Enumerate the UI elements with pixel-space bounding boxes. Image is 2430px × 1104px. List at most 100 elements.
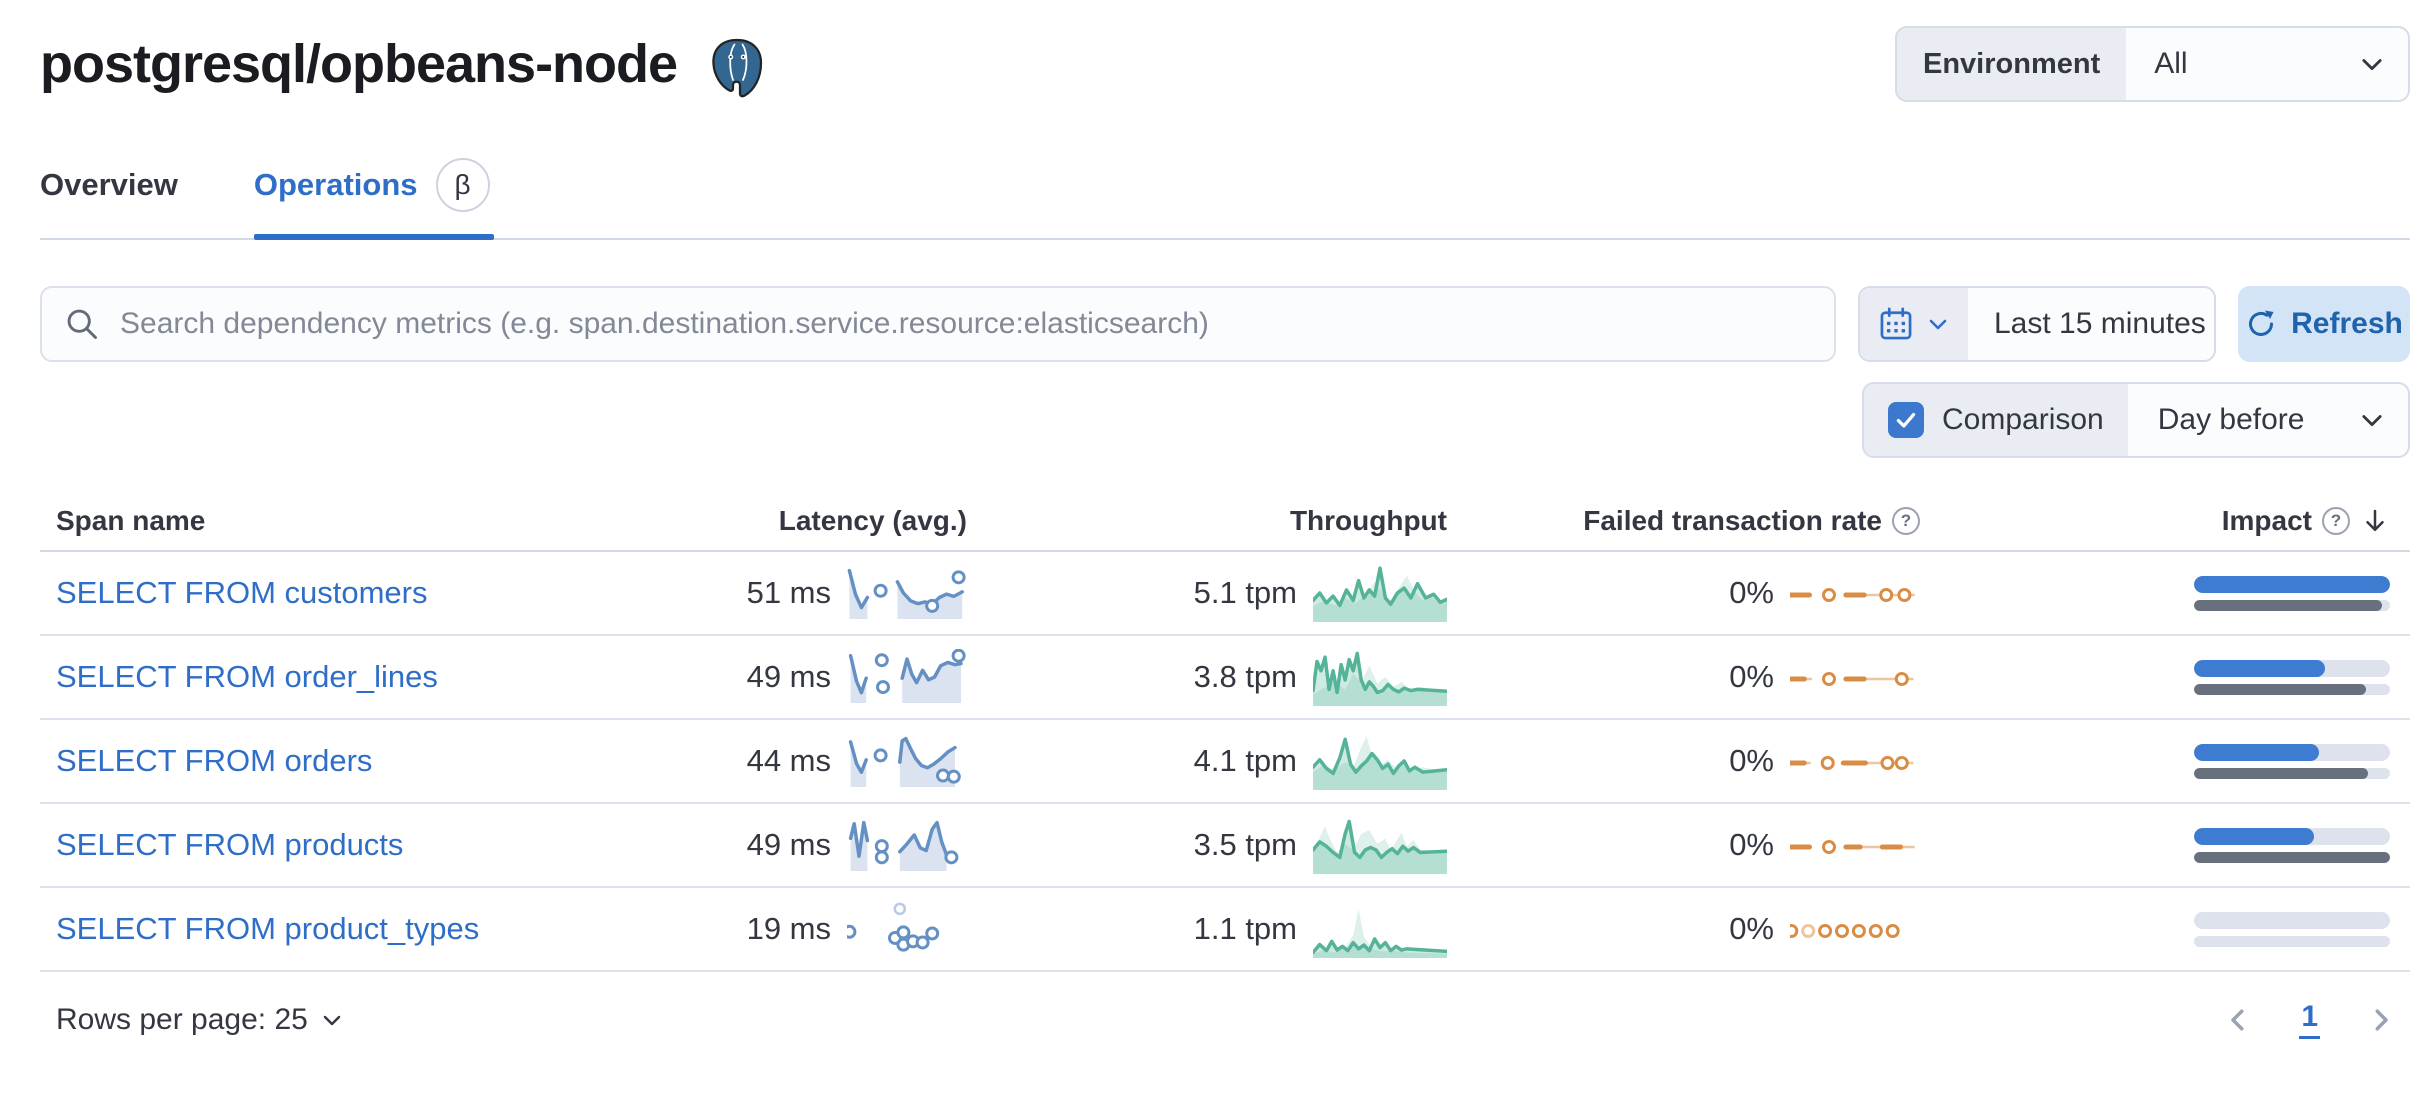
throughput-value: 5.1 tpm — [1193, 575, 1297, 610]
next-page-button[interactable] — [2366, 1005, 2396, 1035]
failed-rate-cell: 0% — [1455, 901, 1940, 957]
throughput-cell: 4.1 tpm — [975, 730, 1455, 792]
tab-overview-label: Overview — [40, 167, 178, 202]
rows-per-page-label: Rows per page: 25 — [56, 1002, 308, 1036]
col-impact[interactable]: Impact — [1940, 505, 2410, 537]
latency-sparkline — [847, 565, 967, 621]
latency-cell: 49 ms — [560, 648, 975, 705]
chevron-down-icon — [1929, 319, 1947, 330]
span-name-cell: SELECT FROM products — [40, 827, 560, 863]
beta-badge: β — [435, 158, 490, 212]
col-impact-label: Impact — [2221, 505, 2312, 536]
postgresql-logo-icon — [712, 38, 763, 98]
table-row: SELECT FROM products 49 ms 3.5 tpm 0% — [40, 804, 2410, 888]
impact-bars — [2194, 743, 2390, 779]
span-link[interactable]: SELECT FROM customers — [56, 575, 428, 610]
col-latency-label: Latency (avg.) — [778, 505, 967, 536]
environment-label: Environment — [1897, 28, 2127, 100]
latency-sparkline — [847, 648, 967, 705]
environment-value: All — [2154, 47, 2188, 80]
col-failed-rate-label: Failed transaction rate — [1583, 505, 1882, 536]
span-link[interactable]: SELECT FROM orders — [56, 743, 373, 778]
throughput-sparkline — [1311, 814, 1449, 876]
table-row: SELECT FROM order_lines 49 ms 3.8 tpm 0% — [40, 636, 2410, 720]
tab-overview[interactable]: Overview — [40, 158, 182, 238]
col-failed-rate[interactable]: Failed transaction rate — [1455, 505, 1940, 537]
refresh-icon — [2249, 310, 2274, 336]
sort-desc-icon — [2366, 509, 2384, 531]
chevron-left-icon — [2231, 1009, 2244, 1030]
failed-rate-sparkline — [1787, 817, 1920, 873]
throughput-sparkline — [1311, 730, 1449, 792]
operations-table: Span name Latency (avg.) Throughput Fail… — [40, 492, 2410, 972]
comparison-label: Comparison — [1942, 403, 2104, 436]
impact-bars — [2194, 575, 2390, 611]
throughput-cell: 5.1 tpm — [975, 562, 1455, 624]
latency-value: 19 ms — [746, 911, 831, 946]
latency-value: 49 ms — [746, 659, 831, 694]
impact-cell — [1940, 743, 2410, 779]
failed-rate-sparkline — [1787, 733, 1920, 789]
chevron-right-icon — [2375, 1009, 2388, 1030]
failed-rate-cell: 0% — [1455, 565, 1940, 621]
refresh-button[interactable]: Refresh — [2238, 286, 2410, 362]
pagination: 1 — [2223, 1000, 2410, 1039]
col-throughput-label: Throughput — [1289, 505, 1447, 536]
table-row: SELECT FROM customers 51 ms 5.1 tpm 0% — [40, 552, 2410, 636]
impact-bars — [2194, 827, 2390, 863]
page-number[interactable]: 1 — [2299, 1000, 2320, 1039]
throughput-cell: 3.8 tpm — [975, 646, 1455, 708]
environment-select[interactable]: Environment All — [1895, 26, 2410, 102]
throughput-value: 3.8 tpm — [1193, 659, 1297, 694]
span-link[interactable]: SELECT FROM products — [56, 827, 404, 862]
calendar-icon — [1880, 307, 1912, 340]
failed-rate-sparkline — [1784, 901, 1920, 957]
latency-cell: 44 ms — [560, 733, 975, 789]
rows-per-page-button[interactable]: Rows per page: 25 — [56, 1003, 344, 1037]
latency-cell: 49 ms — [560, 817, 975, 873]
failed-rate-sparkline — [1787, 565, 1920, 621]
throughput-sparkline — [1311, 646, 1449, 708]
comparison-checkbox[interactable] — [1888, 402, 1924, 438]
refresh-label: Refresh — [2291, 307, 2403, 340]
span-link[interactable]: SELECT FROM order_lines — [56, 659, 438, 694]
chevron-down-icon — [2362, 415, 2382, 427]
span-name-cell: SELECT FROM order_lines — [40, 659, 560, 695]
impact-bars — [2194, 659, 2390, 695]
latency-value: 51 ms — [746, 575, 831, 610]
help-icon[interactable] — [1892, 507, 1920, 535]
col-throughput[interactable]: Throughput — [975, 505, 1455, 537]
failed-rate-value: 0% — [1729, 659, 1774, 694]
failed-rate-value: 0% — [1729, 575, 1774, 610]
span-name-cell: SELECT FROM orders — [40, 743, 560, 779]
failed-rate-value: 0% — [1729, 911, 1774, 946]
tab-bar: Overview Operations β — [40, 158, 2410, 240]
latency-sparkline — [842, 901, 967, 957]
search-icon — [67, 309, 97, 339]
dependency-detail-page: postgresql/opbeans-node Environment All … — [0, 0, 2430, 1039]
previous-page-button[interactable] — [2223, 1005, 2253, 1035]
failed-rate-cell: 0% — [1455, 733, 1940, 789]
impact-cell — [1940, 659, 2410, 695]
tab-operations-label: Operations — [253, 167, 418, 202]
latency-cell: 51 ms — [560, 565, 975, 621]
comparison-select[interactable]: Comparison Day before — [1862, 382, 2410, 458]
chevron-down-icon — [2362, 59, 2382, 71]
search-input[interactable] — [118, 306, 1812, 342]
tab-operations[interactable]: Operations β — [253, 158, 494, 240]
date-picker[interactable]: Last 15 minutes — [1858, 286, 2216, 362]
throughput-value: 3.5 tpm — [1193, 827, 1297, 862]
throughput-cell: 1.1 tpm — [975, 898, 1455, 960]
col-latency[interactable]: Latency (avg.) — [560, 505, 975, 537]
chevron-down-icon — [323, 1015, 341, 1025]
impact-cell — [1940, 911, 2410, 947]
search-box — [40, 286, 1836, 362]
table-row: SELECT FROM product_types 19 ms 1.1 tpm … — [40, 888, 2410, 972]
help-icon[interactable] — [2322, 507, 2350, 535]
impact-cell — [1940, 575, 2410, 611]
span-link[interactable]: SELECT FROM product_types — [56, 911, 480, 946]
latency-cell: 19 ms — [560, 901, 975, 957]
failed-rate-sparkline — [1787, 649, 1920, 705]
failed-rate-value: 0% — [1729, 743, 1774, 778]
span-name-cell: SELECT FROM customers — [40, 575, 560, 611]
